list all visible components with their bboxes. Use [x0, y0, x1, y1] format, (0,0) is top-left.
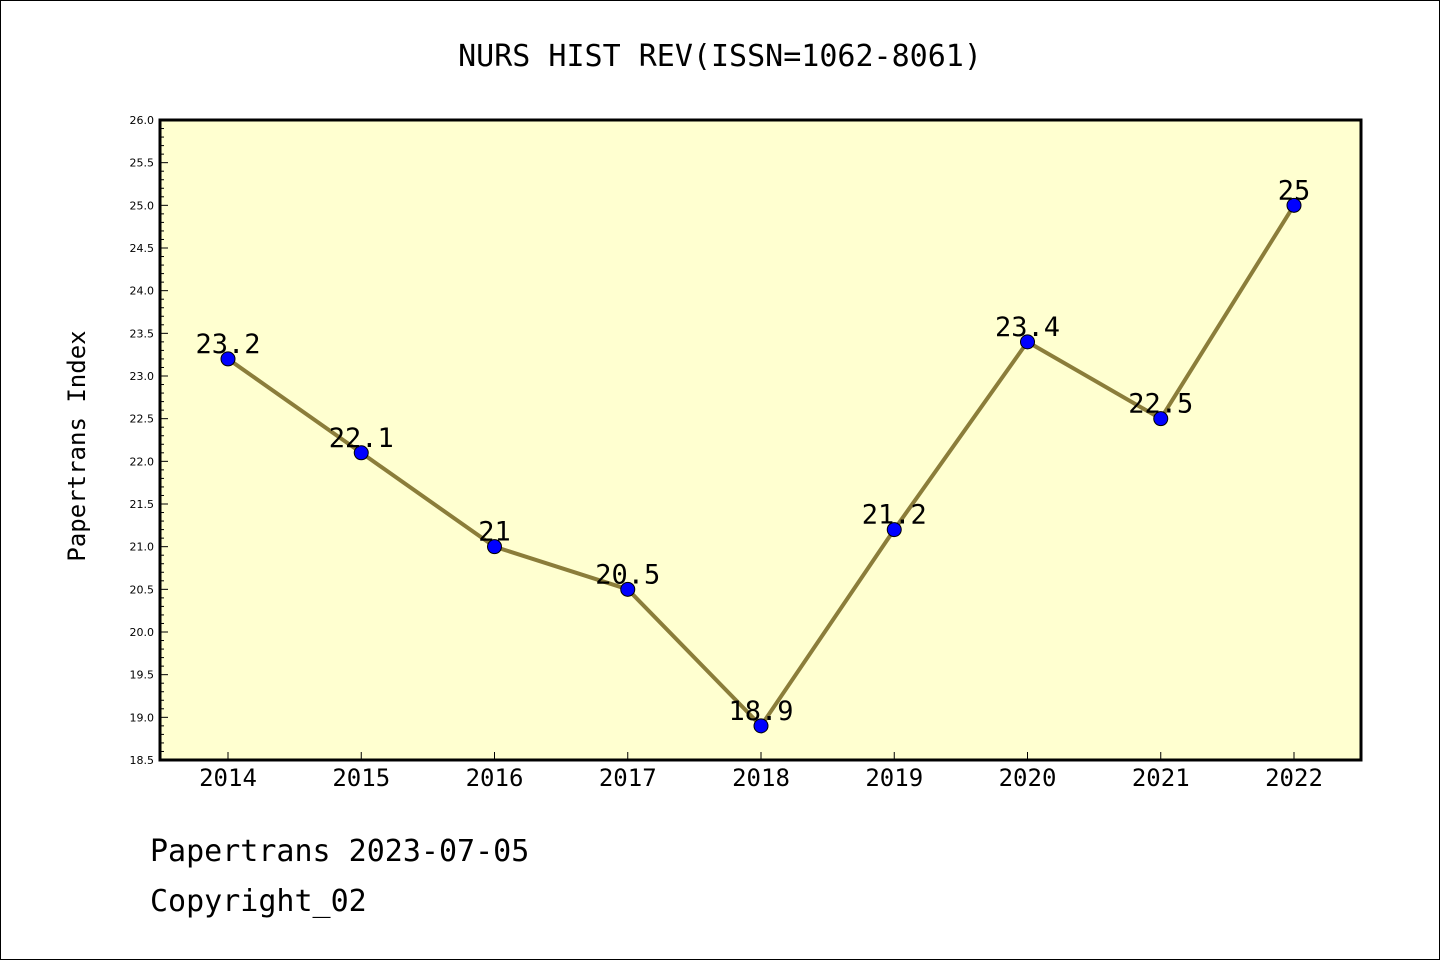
- x-tick-label: 2018: [732, 764, 790, 792]
- x-tick-label: 2015: [332, 764, 390, 792]
- y-tick-label: 26.0: [130, 114, 155, 127]
- y-axis-ticks: 18.5 19.0 19.5 20.0 20.5 21.0 21.5 22.0 22.5 23.0…: [130, 114, 168, 767]
- chart-title: NURS HIST REV(ISSN=1062-8061): [458, 39, 982, 74]
- y-tick-label: 24.5: [130, 242, 155, 255]
- data-label: 25: [1278, 175, 1311, 206]
- data-point: [1153, 411, 1169, 427]
- x-tick-label: 2021: [1132, 764, 1190, 792]
- x-tick-label: 2020: [999, 764, 1057, 792]
- data-point: [353, 445, 369, 461]
- x-tick-label: 2014: [199, 764, 257, 792]
- x-tick-label: 2017: [599, 764, 657, 792]
- y-axis-label: Papertrans Index: [63, 330, 91, 561]
- data-point: [886, 522, 902, 538]
- x-axis-ticks: 2014 2015 2016 2017 2018 2019 2020 2021 2022: [199, 752, 1323, 792]
- y-tick-label: 24.0: [130, 285, 155, 298]
- y-tick-label: 19.5: [130, 669, 155, 682]
- plot-area: [158, 118, 1363, 762]
- y-tick-label: 25.0: [130, 199, 155, 212]
- data-label: 18.9: [728, 696, 793, 727]
- x-tick-label: 2022: [1265, 764, 1323, 792]
- x-tick-label: 2016: [466, 764, 524, 792]
- y-tick-label: 18.5: [130, 754, 155, 767]
- y-tick-label: 20.5: [130, 583, 155, 596]
- footer-copyright-text: Copyright_02: [150, 884, 367, 919]
- footer-date-text: Papertrans 2023-07-05: [150, 834, 530, 869]
- x-tick-label: 2019: [865, 764, 923, 792]
- y-tick-label: 22.0: [130, 455, 155, 468]
- data-point: [1286, 197, 1302, 213]
- y-tick-label: 25.5: [130, 157, 155, 170]
- y-tick-label: 23.5: [130, 327, 155, 340]
- data-label: 22.1: [329, 423, 394, 454]
- data-series: 23.2 22.1 21 20.5 18.9 21.2 23.4 22.5 25: [195, 175, 1311, 734]
- data-point: [1020, 334, 1035, 350]
- data-point: [620, 581, 636, 597]
- y-tick-label: 21.5: [130, 498, 155, 511]
- data-label: 21: [478, 517, 511, 548]
- data-point: [487, 539, 502, 555]
- data-label: 22.5: [1128, 389, 1193, 420]
- data-point: [753, 718, 769, 734]
- y-tick-label: 21.0: [130, 541, 155, 554]
- y-tick-label: 23.0: [130, 370, 155, 383]
- data-label: 23.2: [195, 329, 260, 360]
- data-label: 20.5: [595, 559, 660, 590]
- data-point: [220, 351, 236, 367]
- y-tick-label: 20.0: [130, 626, 155, 639]
- data-label: 23.4: [995, 312, 1060, 343]
- y-tick-label: 22.5: [130, 413, 155, 426]
- y-tick-label: 19.0: [130, 711, 155, 724]
- data-label: 21.2: [862, 500, 927, 531]
